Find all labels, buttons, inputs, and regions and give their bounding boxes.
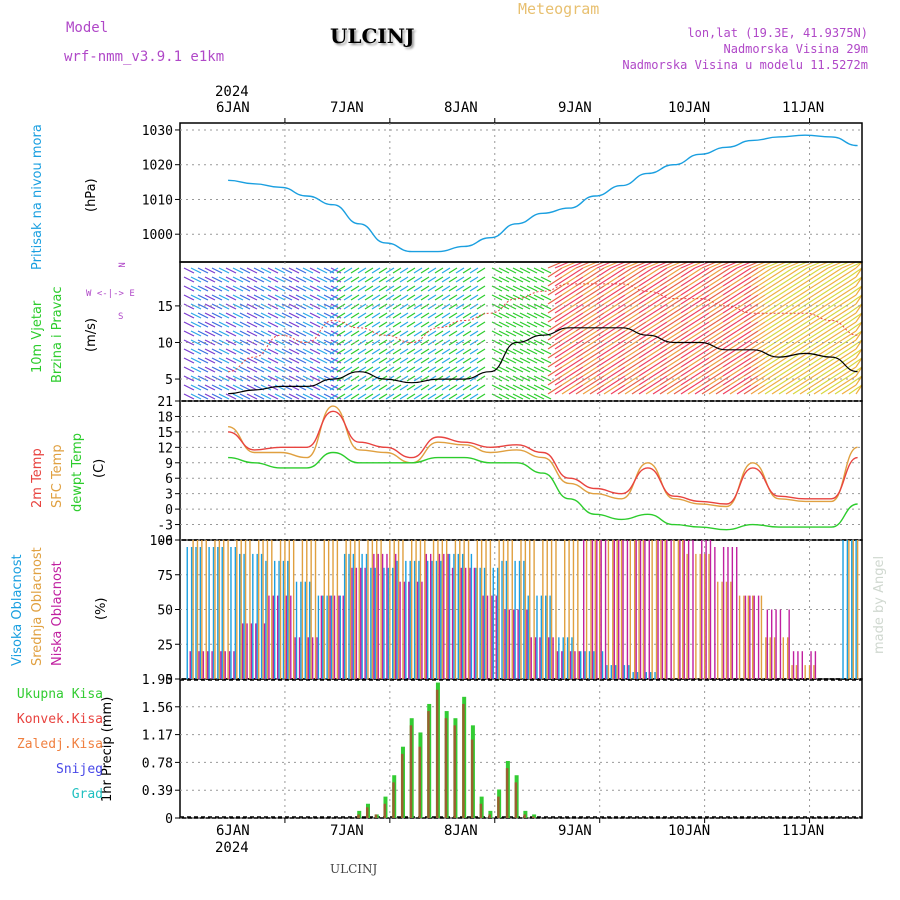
precip-conv-bar-18 [514, 782, 518, 818]
tick-label-2-3: 3 [165, 488, 173, 503]
day-top-0: 6JAN [216, 100, 250, 116]
compass-s: S [118, 312, 124, 322]
tick-label-3-2: 50 [157, 604, 173, 619]
tick-label-3-3: 75 [157, 569, 173, 584]
wind-barb-field [183, 261, 863, 400]
precip-conv-bar-13 [470, 739, 474, 818]
precip-conv-bar-14 [479, 803, 483, 818]
precip-conv-bar-3 [383, 803, 386, 818]
day-top-4: 10JAN [668, 100, 711, 116]
day-top-3: 9JAN [558, 100, 592, 116]
precip-conv-bar-17 [505, 768, 509, 818]
model-label: Model [66, 20, 109, 36]
legend-hail: Grad [71, 787, 103, 802]
station-title: ULCINJ [330, 24, 415, 48]
tick-label-3-0: 0 [165, 673, 173, 688]
tick-label-1-2: 15 [157, 300, 173, 315]
legend-frozen-rain: Zaledj.Kisa [16, 737, 103, 752]
meteogram-title: Meteogram [518, 0, 600, 18]
day-top-2: 8JAN [444, 100, 478, 116]
precip-conv-bar-10 [444, 718, 448, 818]
panel-frame-0 [179, 122, 863, 263]
precip-conv-bar-16 [497, 796, 500, 818]
temp-sfc-line [227, 405, 858, 508]
tick-label-1-0: 5 [165, 373, 173, 388]
precip-total-bar-20 [532, 814, 537, 818]
lonlat-label: lon,lat (19.3E, 41.9375N) [687, 26, 868, 40]
day-bottom-0: 6JAN [216, 823, 250, 839]
precip-conv-bar-8 [427, 711, 430, 818]
temp-dewpt-line [228, 451, 858, 531]
wind-speed-line [228, 327, 858, 395]
legend-snow: Snijeg [56, 762, 103, 777]
tick-label-4-5: 1.95 [142, 673, 173, 688]
year-top: 2024 [215, 84, 249, 100]
tick-label-0-1: 1010 [142, 193, 173, 208]
temp-2m-line [228, 410, 858, 505]
tick-label-1-1: 10 [157, 336, 173, 351]
precip-conv-bar-7 [418, 746, 421, 818]
altitude-label: Nadmorska Visina 29m [723, 42, 869, 56]
tick-label-0-0: 1000 [142, 228, 173, 243]
tick-label-3-4: 100 [150, 534, 173, 549]
legend-total-rain: Ukupna Kisa [16, 687, 103, 702]
day-top-5: 11JAN [782, 100, 825, 116]
tick-label-2-2: 0 [165, 503, 173, 518]
tick-label-4-0: 0 [165, 812, 173, 827]
precip-conv-bar-4 [392, 782, 395, 818]
tick-label-2-1: -3 [157, 519, 173, 534]
tick-label-2-5: 9 [165, 457, 173, 472]
tick-label-2-8: 18 [157, 410, 173, 425]
precip-conv-bar-11 [453, 725, 456, 818]
precip-conv-bar-2 [374, 814, 378, 818]
precip-conv-bar-9 [435, 689, 439, 818]
panel-frame-4 [179, 678, 863, 819]
tick-label-2-7: 15 [157, 426, 173, 441]
tick-label-4-4: 1.56 [142, 701, 173, 716]
model-altitude-label: Nadmorska Visina u modelu 11.5272m [622, 58, 868, 72]
tick-label-4-1: 0.39 [142, 784, 173, 799]
legend-conv-rain: Konvek.Kisa [16, 712, 103, 727]
footer-station: ULCINJ [330, 862, 378, 876]
compass-we: W <-|-> E [86, 289, 135, 299]
precip-conv-bar-15 [488, 814, 491, 818]
year-bottom: 2024 [215, 840, 249, 856]
day-bottom-4: 10JAN [668, 823, 711, 839]
day-bottom-2: 8JAN [444, 823, 478, 839]
day-bottom-3: 9JAN [558, 823, 592, 839]
tick-label-0-2: 1020 [142, 159, 173, 174]
model-name: wrf-nmm_v3.9.1 e1km [64, 49, 225, 65]
day-bottom-1: 7JAN [330, 823, 364, 839]
precip-conv-bar-1 [365, 807, 369, 818]
day-top-1: 7JAN [330, 100, 364, 116]
tick-label-4-3: 1.17 [142, 729, 173, 744]
precip-conv-bar-19 [523, 814, 526, 818]
day-bottom-5: 11JAN [782, 823, 825, 839]
precip-conv-bar-0 [357, 814, 360, 818]
precip-conv-bar-12 [462, 703, 465, 818]
pressure-line [228, 134, 858, 253]
tick-label-2-9: 21 [157, 395, 173, 410]
precip-conv-bar-20 [532, 816, 535, 818]
precip-conv-bar-6 [409, 725, 413, 818]
tick-label-2-6: 12 [157, 441, 173, 456]
precip-conv-bar-5 [400, 753, 404, 818]
tick-label-3-1: 25 [157, 638, 173, 653]
tick-label-2-0: -6 [157, 534, 173, 549]
tick-label-0-3: 1030 [142, 124, 173, 139]
tick-label-2-4: 6 [165, 472, 173, 487]
tick-label-4-2: 0.78 [142, 756, 173, 771]
